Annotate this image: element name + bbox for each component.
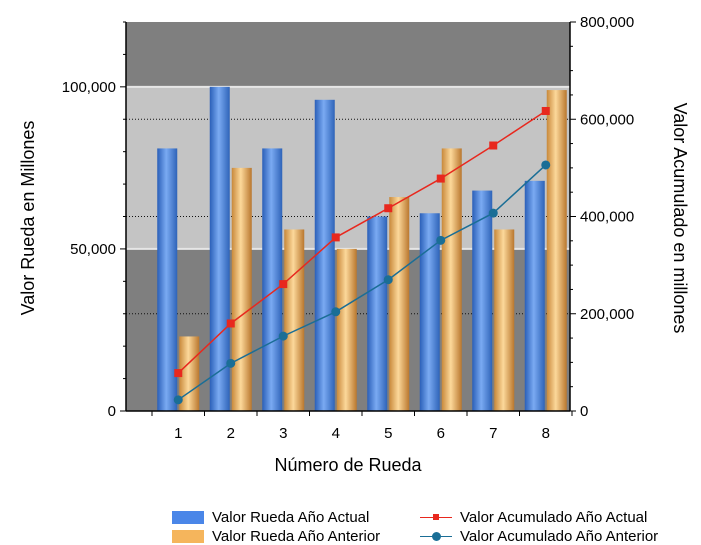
legend-swatch-red-line [420,511,452,524]
legend-label: Valor Acumulado Año Actual [460,508,648,526]
point-cumulative-previous [541,160,551,170]
bar-current-year [367,216,388,411]
bar-previous-year [389,197,410,411]
x-tick-label: 8 [542,425,550,442]
legend-item-bar-current: Valor Rueda Año Actual [172,508,369,526]
x-tick-label: 1 [174,425,182,442]
x-tick-label: 3 [279,425,287,442]
point-cumulative-current [279,280,288,289]
point-cumulative-current [174,369,183,378]
bar-previous-year [546,90,567,411]
point-cumulative-previous [331,307,341,317]
bar-previous-year [284,229,305,411]
y2-axis-title: Valor Acumulado en millones [670,103,690,334]
point-cumulative-current [226,319,235,328]
point-cumulative-current [436,174,445,183]
x-tick-label: 2 [227,425,235,442]
point-cumulative-previous [173,395,183,405]
x-tick-label: 7 [489,425,497,442]
point-cumulative-current [489,141,498,150]
y2-tick-label: 200,000 [580,306,634,323]
tick-labels: 0 50,000 100,000 0 200,000 400,000 600,000 800,… [62,14,634,442]
axes [120,21,576,416]
bar-previous-year [494,229,515,411]
y-tick-label: 50,000 [70,241,116,258]
point-cumulative-previous [226,358,236,368]
bar-previous-year [336,248,357,411]
line-cumulative-previous [177,164,547,401]
bar-current-year [419,213,440,411]
y-tick-label: 100,000 [62,79,116,96]
bar-previous-year [441,148,462,412]
legend-item-line-current: Valor Acumulado Año Actual [420,508,647,526]
legend-item-bar-previous: Valor Rueda Año Anterior [172,527,380,545]
bar-current-year [157,148,178,412]
x-axis-title: Número de Rueda [274,455,422,475]
legend-item-line-previous: Valor Acumulado Año Anterior [420,527,658,545]
y2-tick-label: 0 [580,403,588,420]
bar-previous-year [179,336,200,411]
bars [157,86,567,412]
legend-swatch-teal-line [420,530,452,543]
bar-current-year [314,99,335,412]
line-cumulative-current [177,110,547,374]
legend-swatch-orange [172,529,204,543]
bar-current-year [262,148,283,412]
point-cumulative-current [384,204,393,213]
point-cumulative-previous [278,331,288,341]
y-axis-title: Valor Rueda en Millones [18,121,38,316]
x-tick-label: 4 [332,425,340,442]
point-cumulative-current [331,233,340,242]
point-cumulative-previous [488,208,498,218]
bar-current-year [472,190,493,411]
legend-label: Valor Rueda Año Anterior [212,527,381,545]
bar-current-year [524,180,545,411]
plot-band [126,22,570,87]
y2-tick-label: 400,000 [580,209,634,226]
bar-previous-year [231,167,252,411]
x-tick-label: 5 [384,425,392,442]
y2-tick-label: 800,000 [580,14,634,31]
series-lines [173,106,551,405]
plot-band [126,86,570,249]
point-cumulative-current [541,106,550,115]
x-tick-label: 6 [437,425,445,442]
legend: Valor Rueda Año Actual Valor Rueda Año A… [172,508,692,545]
legend-label: Valor Rueda Año Actual [212,508,370,526]
point-cumulative-previous [383,275,393,285]
legend-label: Valor Acumulado Año Anterior [460,527,659,545]
legend-swatch-blue [172,510,204,524]
point-cumulative-previous [436,235,446,245]
y2-tick-label: 600,000 [580,111,634,128]
y-tick-label: 0 [108,403,116,420]
